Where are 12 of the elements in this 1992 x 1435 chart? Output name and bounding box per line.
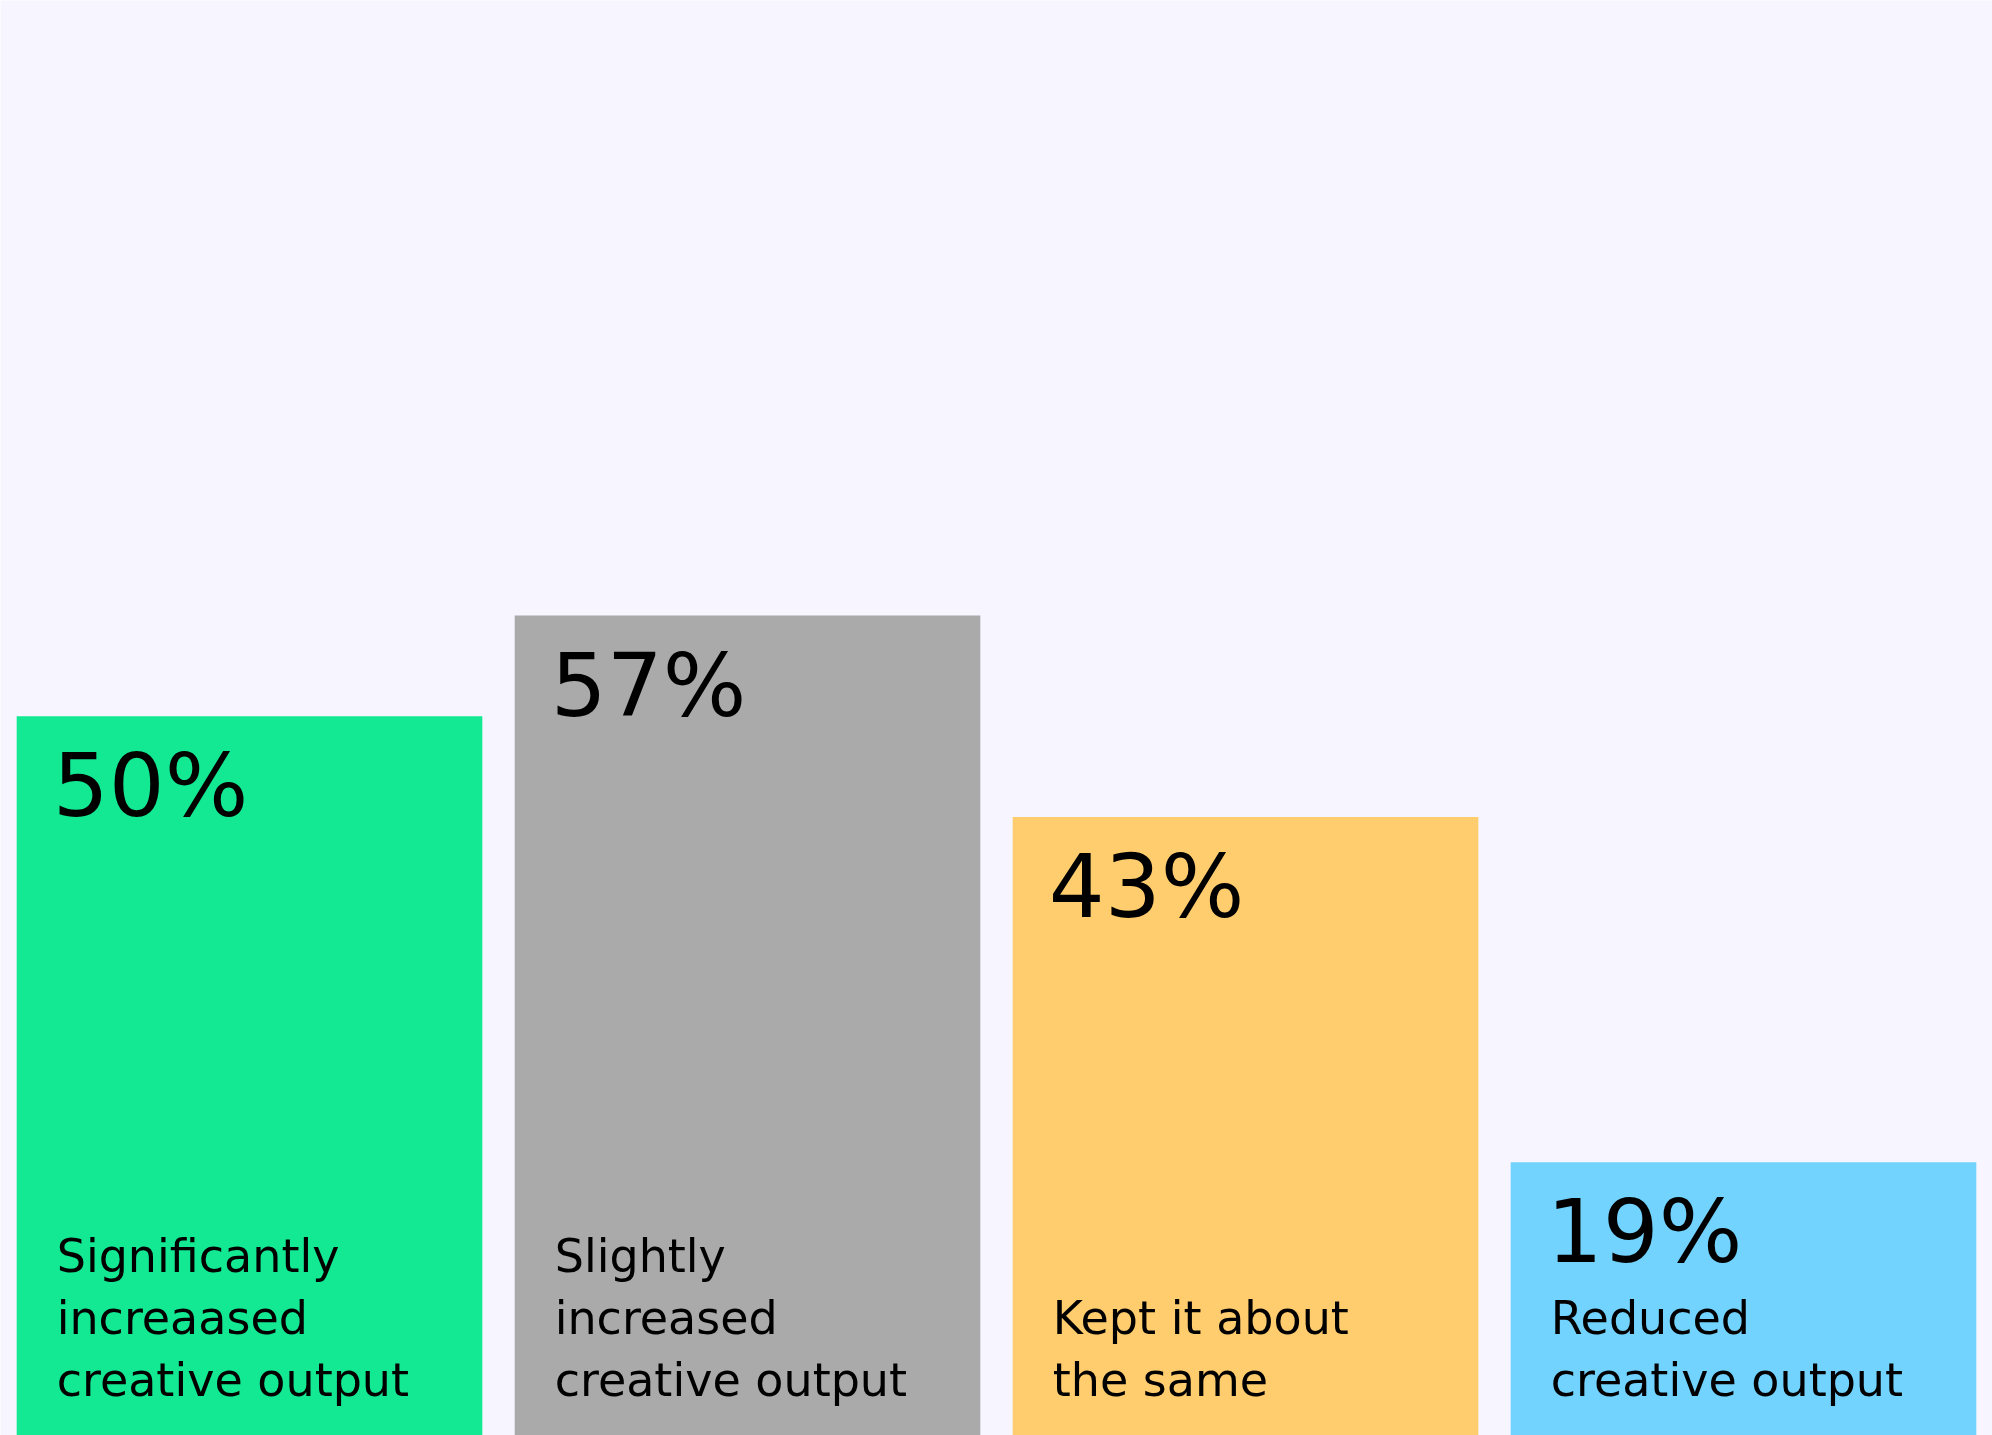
data-label: 43% bbox=[1048, 834, 1245, 938]
x-tick-label: Slightly increased creative output bbox=[554, 1229, 908, 1408]
data-label: 19% bbox=[1546, 1180, 1743, 1284]
bar bbox=[514, 615, 981, 1435]
x-tick-label: Reduced creative output bbox=[1550, 1291, 1904, 1408]
bar bbox=[1012, 816, 1479, 1435]
data-label: 50% bbox=[52, 734, 249, 838]
x-tick-label: Kept it about the same bbox=[1052, 1291, 1349, 1408]
bar bbox=[16, 716, 483, 1435]
data-label: 57% bbox=[550, 633, 747, 737]
x-tick-label: Significantly increaased creative output bbox=[56, 1229, 410, 1408]
bar bbox=[1510, 1162, 1977, 1435]
